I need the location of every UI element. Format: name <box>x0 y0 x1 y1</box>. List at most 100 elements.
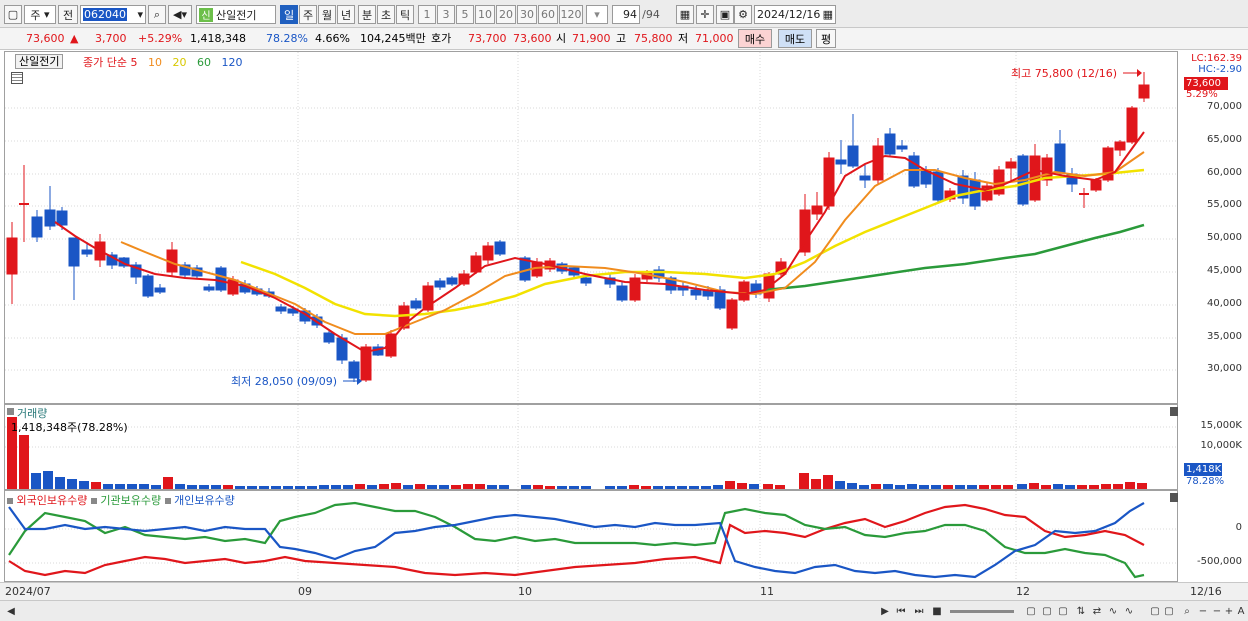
last-price-tag: 73,600 <box>1184 77 1228 90</box>
interval-120[interactable]: 120 <box>559 5 583 24</box>
x-tick: 10 <box>518 585 532 598</box>
box-icon[interactable]: ▢ <box>1164 605 1174 617</box>
candle <box>434 278 446 290</box>
minus-icon[interactable]: − <box>1212 605 1222 617</box>
chart-window-icon[interactable]: ▢ <box>4 5 22 24</box>
box-icon[interactable]: ▢ <box>1026 605 1036 617</box>
low-arrow-head <box>357 377 362 385</box>
compare-icon[interactable]: ⇄ <box>1092 605 1102 617</box>
interval-20[interactable]: 20 <box>496 5 516 24</box>
y-tick: 55,000 <box>1207 199 1242 210</box>
candle <box>130 262 142 284</box>
ma-120-line <box>764 223 1145 292</box>
up-arrow-icon: ▲ <box>70 32 79 45</box>
x-tick: 12 <box>1016 585 1030 598</box>
scroll-left-icon[interactable]: ◀ <box>7 605 15 617</box>
x-tick: 11 <box>760 585 774 598</box>
ma-legend-60[interactable]: 60 <box>196 56 211 69</box>
period-day[interactable]: 일 <box>280 5 298 24</box>
save-icon[interactable]: ▣ <box>716 5 734 24</box>
ma-legend-20[interactable]: 20 <box>172 56 187 69</box>
box-icon[interactable]: ▢ <box>1058 605 1068 617</box>
interval-60[interactable]: 60 <box>538 5 558 24</box>
candle <box>458 270 470 286</box>
period-month[interactable]: 월 <box>318 5 336 24</box>
volume-panel-icon[interactable] <box>7 408 14 415</box>
zoom-slider[interactable] <box>950 610 1014 613</box>
candle <box>203 284 215 292</box>
sell-button[interactable]: 매도 <box>778 29 812 48</box>
legend-individual[interactable]: 개인보유수량 <box>174 494 235 507</box>
count-input[interactable]: 94 <box>612 5 640 24</box>
font-size-icon[interactable]: A <box>1237 605 1245 617</box>
chart-navigation-bar: ◀ ▶ ⏮ ⏭ ■ ▢ ▢ ▢ ⇅ ⇄ ∿ ∿ ▢ ▢ ⌕ − − + A <box>0 600 1248 621</box>
stock-code-input[interactable]: 062040 ▾ <box>80 5 146 24</box>
candle <box>1029 144 1041 202</box>
count-total: /94 <box>642 8 660 21</box>
ma-legend-5[interactable]: 5 <box>130 56 138 69</box>
legend-institution[interactable]: 기관보유수량 <box>100 494 162 507</box>
grid-icon[interactable]: ▦ <box>676 5 694 24</box>
split-icon[interactable]: ⇅ <box>1076 605 1086 617</box>
stock-name-field[interactable]: 신 산일전기 <box>196 5 276 24</box>
buy-button[interactable]: 매수 <box>738 29 772 48</box>
market-select[interactable]: 주 ▾ <box>24 5 56 24</box>
legend-marker <box>164 498 171 504</box>
interval-select[interactable]: ▾ <box>586 5 608 24</box>
zoom-out-icon[interactable]: − <box>1198 605 1208 617</box>
search-icon[interactable]: ⌕ <box>148 5 166 24</box>
candle <box>81 242 93 257</box>
ma-legend-10[interactable]: 10 <box>147 56 162 69</box>
candle <box>154 284 166 294</box>
type-button[interactable]: 전 <box>58 5 78 24</box>
candle <box>604 274 616 288</box>
legend-marker <box>7 498 13 504</box>
period-tick[interactable]: 틱 <box>396 5 414 24</box>
interval-5[interactable]: 5 <box>456 5 474 24</box>
stock-chip[interactable]: 산일전기 <box>15 54 64 69</box>
legend-foreign[interactable]: 외국인보유수량 <box>16 494 88 507</box>
crosshair-icon[interactable]: ✛ <box>696 5 714 24</box>
table-icon[interactable] <box>11 72 23 84</box>
high-arrow-head <box>1137 69 1142 77</box>
volume-value: 1,418,348주(78.28%) <box>11 421 128 434</box>
period-week[interactable]: 주 <box>299 5 317 24</box>
period-minute[interactable]: 분 <box>358 5 376 24</box>
candle <box>896 140 908 152</box>
trend-icon[interactable]: ∿ <box>1124 605 1134 617</box>
candle <box>385 330 397 358</box>
period-second[interactable]: 초 <box>377 5 395 24</box>
close-icon[interactable] <box>1170 407 1179 416</box>
trend-icon[interactable]: ∿ <box>1108 605 1118 617</box>
fast-forward-icon[interactable]: ⏭ <box>914 605 924 617</box>
stop-icon[interactable]: ■ <box>932 605 942 617</box>
bid-price: 73,600 <box>513 32 552 45</box>
candle <box>859 164 871 188</box>
zoom-in-icon[interactable]: + <box>1224 605 1234 617</box>
rewind-icon[interactable]: ⏮ <box>896 605 906 617</box>
date-input[interactable]: 2024/12/16 ▦ <box>754 5 836 24</box>
interval-3[interactable]: 3 <box>437 5 455 24</box>
gear-icon[interactable]: ⚙ <box>734 5 752 24</box>
play-icon[interactable]: ▶ <box>881 605 889 617</box>
volume-bars <box>7 417 1147 489</box>
candle <box>872 138 884 184</box>
interval-30[interactable]: 30 <box>517 5 537 24</box>
speaker-icon[interactable]: ◀▾ <box>168 5 192 24</box>
candle <box>981 182 993 202</box>
candle <box>677 282 689 296</box>
close-icon[interactable] <box>1170 493 1179 502</box>
eval-button[interactable]: 평 <box>816 29 836 48</box>
chevron-down-icon[interactable]: ▾ <box>137 8 143 21</box>
ma-legend-120[interactable]: 120 <box>221 56 243 69</box>
candle <box>179 262 191 278</box>
interval-10[interactable]: 10 <box>475 5 495 24</box>
candle <box>142 274 154 298</box>
period-year[interactable]: 년 <box>337 5 355 24</box>
zoom-icon[interactable]: ⌕ <box>1184 605 1190 617</box>
box-icon[interactable]: ▢ <box>1150 605 1160 617</box>
high-label: 고 <box>616 32 627 45</box>
box-icon[interactable]: ▢ <box>1042 605 1052 617</box>
interval-1[interactable]: 1 <box>418 5 436 24</box>
calendar-icon[interactable]: ▦ <box>822 8 833 21</box>
